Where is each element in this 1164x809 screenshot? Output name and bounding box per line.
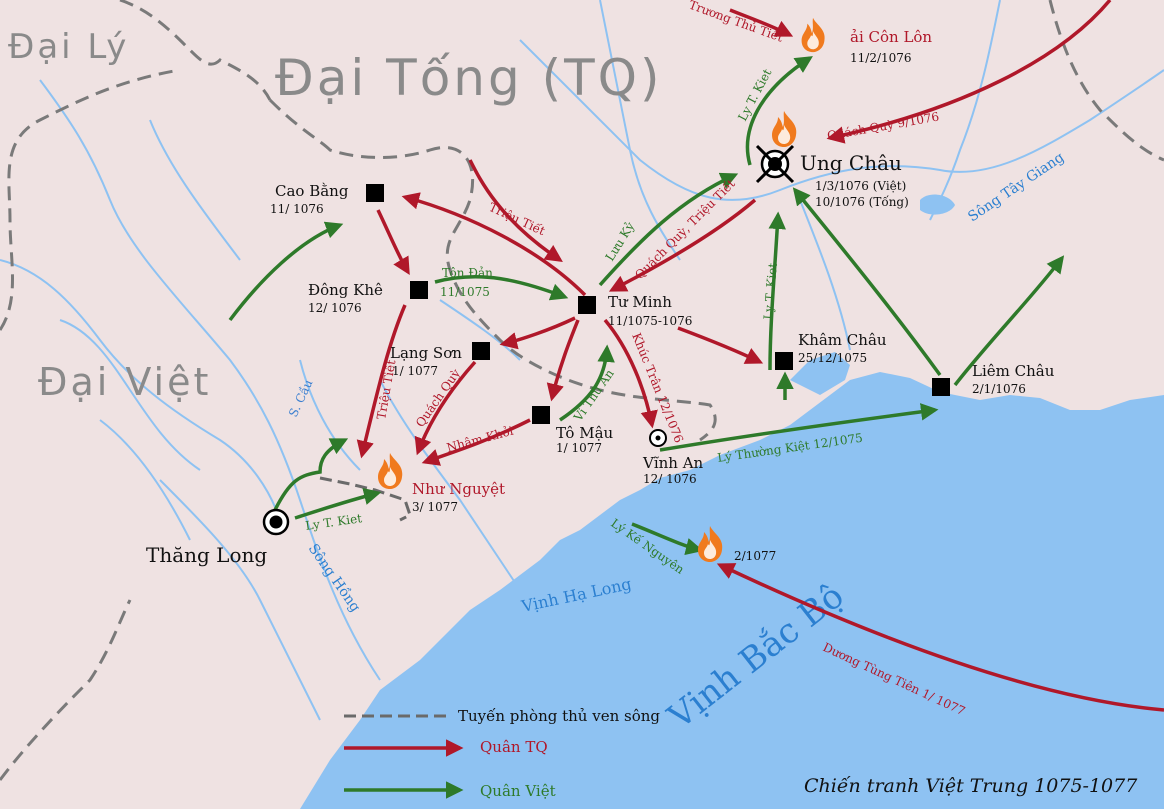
marker-tu-minh: [578, 296, 596, 314]
route-ly-thuong-kiet-coast: [659, 403, 939, 452]
route-thang-long-north: [273, 438, 349, 511]
label-ly-t-kiet-2: Ly T. Kiet: [761, 262, 780, 320]
place-lang-son: Lạng Sơn: [390, 344, 462, 362]
place-dong-khe: Đông Khê: [308, 281, 383, 299]
sea: [300, 372, 1164, 809]
region-dai-tong: Đại Tống (TQ): [275, 49, 663, 107]
route-quach-quy-9: [826, 0, 1112, 144]
route-cao-bang-dong-khe: [376, 209, 410, 276]
green-routes: [228, 56, 1065, 556]
date-cao-bang: 11/ 1076: [270, 202, 324, 216]
date-ung-chau-2: 10/1076 (Tống): [815, 194, 909, 209]
red-routes: [356, 0, 1164, 712]
route-ly-ke-nguyen: [631, 522, 704, 556]
marker-to-mau: [532, 406, 550, 424]
place-cao-bang: Cao Bằng: [275, 182, 349, 200]
date-lang-son: 1/ 1077: [392, 364, 438, 378]
route-duong-tung-tien: [716, 563, 1164, 712]
rivers: [0, 0, 1164, 721]
bay-kham-chau: [790, 352, 850, 395]
route-trieu-tiet-from-ne: [468, 159, 563, 262]
place-nhu-nguyet: Như Nguyệt: [412, 480, 505, 498]
date-tu-minh: 11/1075-1076: [608, 314, 692, 328]
place-markers: [366, 184, 950, 424]
route-quach-quy-trieu-tiet: [608, 198, 757, 292]
route-tu-minh-lang-son: [499, 316, 576, 350]
place-con-lon: ải Côn Lôn: [850, 28, 932, 46]
date-kham-chau: 25/12/1075: [798, 351, 867, 365]
date-to-mau: 1/ 1077: [556, 441, 602, 455]
place-to-mau: Tô Mậu: [556, 424, 614, 442]
borders: [0, 0, 1164, 781]
route-ly-t-kiet-con-lon: [745, 56, 813, 166]
route-ly-t-kiet-thang-long: [294, 487, 382, 520]
marker-vinh-an: [649, 429, 667, 447]
region-dai-ly: Đại Lý: [8, 27, 129, 67]
route-vi-thu-an: [559, 344, 615, 422]
date-dong-khe: 12/ 1076: [308, 301, 362, 315]
marker-kham-chau: [775, 352, 793, 370]
route-liem-chau-ne: [953, 255, 1065, 387]
route-kham-chau-north: [768, 211, 786, 371]
place-liem-chau: Liêm Châu: [972, 362, 1055, 380]
place-vinh-an: Vĩnh An: [642, 454, 704, 472]
legend-chinese-label: Quân TQ: [480, 738, 548, 756]
route-luu-ky: [598, 172, 739, 287]
place-ung-chau: Ung Châu: [800, 151, 902, 175]
place-kham-chau: Khâm Châu: [798, 331, 887, 349]
route-to-mau-nhu-nguyet: [421, 418, 531, 466]
marker-cao-bang: [366, 184, 384, 202]
place-tu-minh: Tư Minh: [608, 293, 672, 311]
label-ton-dan-date: 11/1075: [440, 285, 490, 299]
route-west-advance: [228, 221, 344, 322]
place-thang-long: Thăng Long: [146, 543, 267, 567]
marker-liem-chau: [932, 378, 950, 396]
route-tu-minh-to-mau: [546, 319, 580, 402]
date-ung-chau-1: 1/3/1076 (Việt): [815, 179, 906, 193]
river-defense-line: [319, 476, 412, 522]
route-khuc-tran: [603, 318, 658, 429]
route-liem-chau-ung-chau: [792, 187, 942, 377]
route-ton-dan: [434, 275, 569, 301]
date-vinh-an: 12/ 1076: [643, 472, 697, 486]
map-title: Chiến tranh Việt Trung 1075-1077: [804, 775, 1138, 797]
date-nhu-nguyet: 3/ 1077: [412, 500, 458, 514]
route-tu-minh-kham-chau: [677, 326, 764, 364]
marker-lang-son: [472, 342, 490, 360]
region-dai-viet: Đại Việt: [38, 360, 211, 404]
marker-thang-long: [262, 508, 290, 536]
legend-defense-line-label: Tuyến phòng thủ ven sông: [458, 707, 660, 725]
label-ton-dan: Tôn Đản: [442, 266, 493, 280]
date-sea-battle: 2/1077: [734, 549, 776, 563]
date-liem-chau: 2/1/1076: [972, 382, 1026, 396]
route-dong-khe-nhu-nguyet: [356, 304, 407, 459]
legend-vietnamese-label: Quân Việt: [480, 782, 556, 800]
route-truong-thu-tiet: [729, 8, 794, 37]
date-con-lon: 11/2/1076: [850, 51, 912, 65]
route-trieu-tiet-to-cao-bang: [401, 192, 587, 297]
legend: Tuyến phòng thủ ven sông Quân TQ Quân Vi…: [344, 707, 660, 800]
marker-dong-khe: [410, 281, 428, 299]
route-lang-son-nhu-nguyet: [414, 360, 477, 456]
marker-ung-chau: [755, 144, 795, 184]
